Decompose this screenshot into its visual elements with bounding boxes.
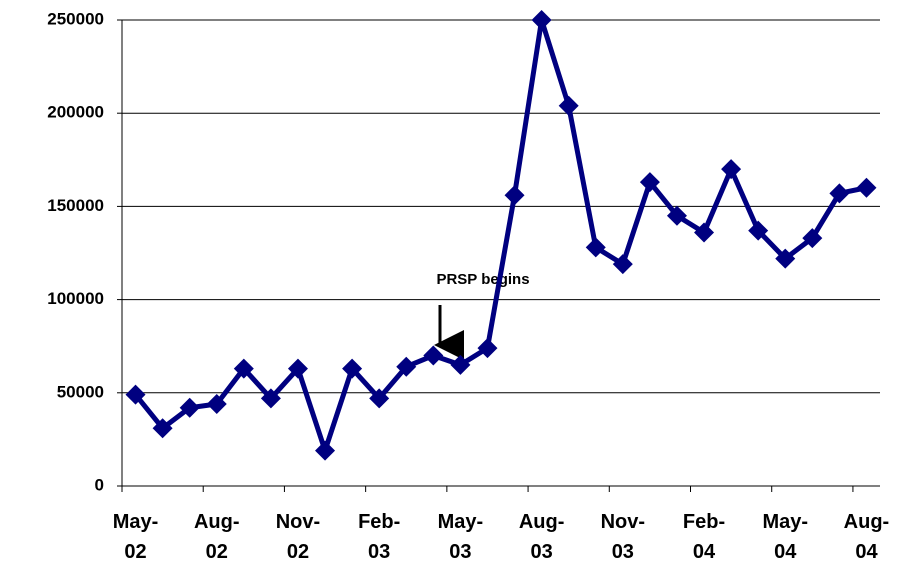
marker <box>829 183 850 204</box>
marker <box>531 10 552 30</box>
y-tick-label: 200000 <box>47 103 104 122</box>
x-tick-label: Aug-03 <box>518 511 565 563</box>
marker <box>423 345 444 366</box>
marker <box>125 384 146 405</box>
marker <box>369 388 390 409</box>
marker <box>206 393 227 414</box>
y-tick-label: 250000 <box>47 9 104 28</box>
marker <box>694 222 715 243</box>
marker <box>152 418 173 439</box>
line <box>133 17 867 454</box>
x-tick-label: Nov-03 <box>600 511 646 563</box>
marker <box>666 205 687 226</box>
x-tick-label: Nov-02 <box>275 511 321 563</box>
marker <box>287 358 308 379</box>
y-tick-label: 50000 <box>57 382 104 401</box>
x-tick-label: Aug-04 <box>843 511 890 563</box>
marker <box>748 220 769 241</box>
y-tick-label: 100000 <box>47 289 104 308</box>
annotation: PRSP begins <box>436 271 529 288</box>
marker <box>775 248 796 269</box>
x-tick-label: Feb-04 <box>682 511 726 563</box>
x-tick-label: May-03 <box>437 511 484 563</box>
marker <box>856 177 877 198</box>
marker <box>558 95 579 116</box>
marker <box>585 237 606 258</box>
marker <box>179 397 200 418</box>
marker <box>639 172 660 193</box>
marker <box>315 440 336 461</box>
marker <box>396 356 417 377</box>
marker <box>233 358 254 379</box>
marker <box>450 354 471 375</box>
marker <box>342 358 363 379</box>
marker <box>721 159 742 180</box>
x-tick-label: May-04 <box>762 511 809 563</box>
marker <box>802 228 823 249</box>
marker <box>477 338 498 359</box>
x-tick-label: May-02 <box>112 511 159 563</box>
x-tick-label: Aug-02 <box>193 511 240 563</box>
x-tick-label: Feb-03 <box>358 511 401 563</box>
marker <box>504 185 525 206</box>
marker <box>612 254 633 275</box>
marker <box>260 388 281 409</box>
y-tick-label: 0 <box>95 475 104 494</box>
y-tick-label: 150000 <box>47 196 104 215</box>
